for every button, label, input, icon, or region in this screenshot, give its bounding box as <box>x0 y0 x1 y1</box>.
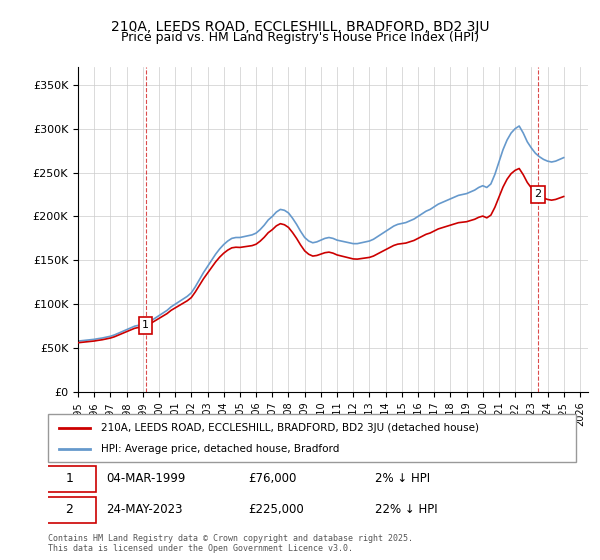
Text: 22% ↓ HPI: 22% ↓ HPI <box>376 503 438 516</box>
Text: 2% ↓ HPI: 2% ↓ HPI <box>376 473 430 486</box>
Text: 2: 2 <box>534 189 541 199</box>
Text: 24-MAY-2023: 24-MAY-2023 <box>106 503 182 516</box>
Text: 210A, LEEDS ROAD, ECCLESHILL, BRADFORD, BD2 3JU: 210A, LEEDS ROAD, ECCLESHILL, BRADFORD, … <box>111 20 489 34</box>
FancyBboxPatch shape <box>43 497 95 522</box>
Text: £76,000: £76,000 <box>248 473 297 486</box>
FancyBboxPatch shape <box>48 414 576 462</box>
Text: 1: 1 <box>142 320 149 330</box>
Text: Contains HM Land Registry data © Crown copyright and database right 2025.
This d: Contains HM Land Registry data © Crown c… <box>48 534 413 553</box>
Text: 04-MAR-1999: 04-MAR-1999 <box>106 473 185 486</box>
Text: 2: 2 <box>65 503 73 516</box>
Text: 210A, LEEDS ROAD, ECCLESHILL, BRADFORD, BD2 3JU (detached house): 210A, LEEDS ROAD, ECCLESHILL, BRADFORD, … <box>101 423 479 433</box>
Text: £225,000: £225,000 <box>248 503 304 516</box>
Text: 1: 1 <box>65 473 73 486</box>
Text: Price paid vs. HM Land Registry's House Price Index (HPI): Price paid vs. HM Land Registry's House … <box>121 31 479 44</box>
FancyBboxPatch shape <box>43 466 95 492</box>
Text: HPI: Average price, detached house, Bradford: HPI: Average price, detached house, Brad… <box>101 444 339 454</box>
